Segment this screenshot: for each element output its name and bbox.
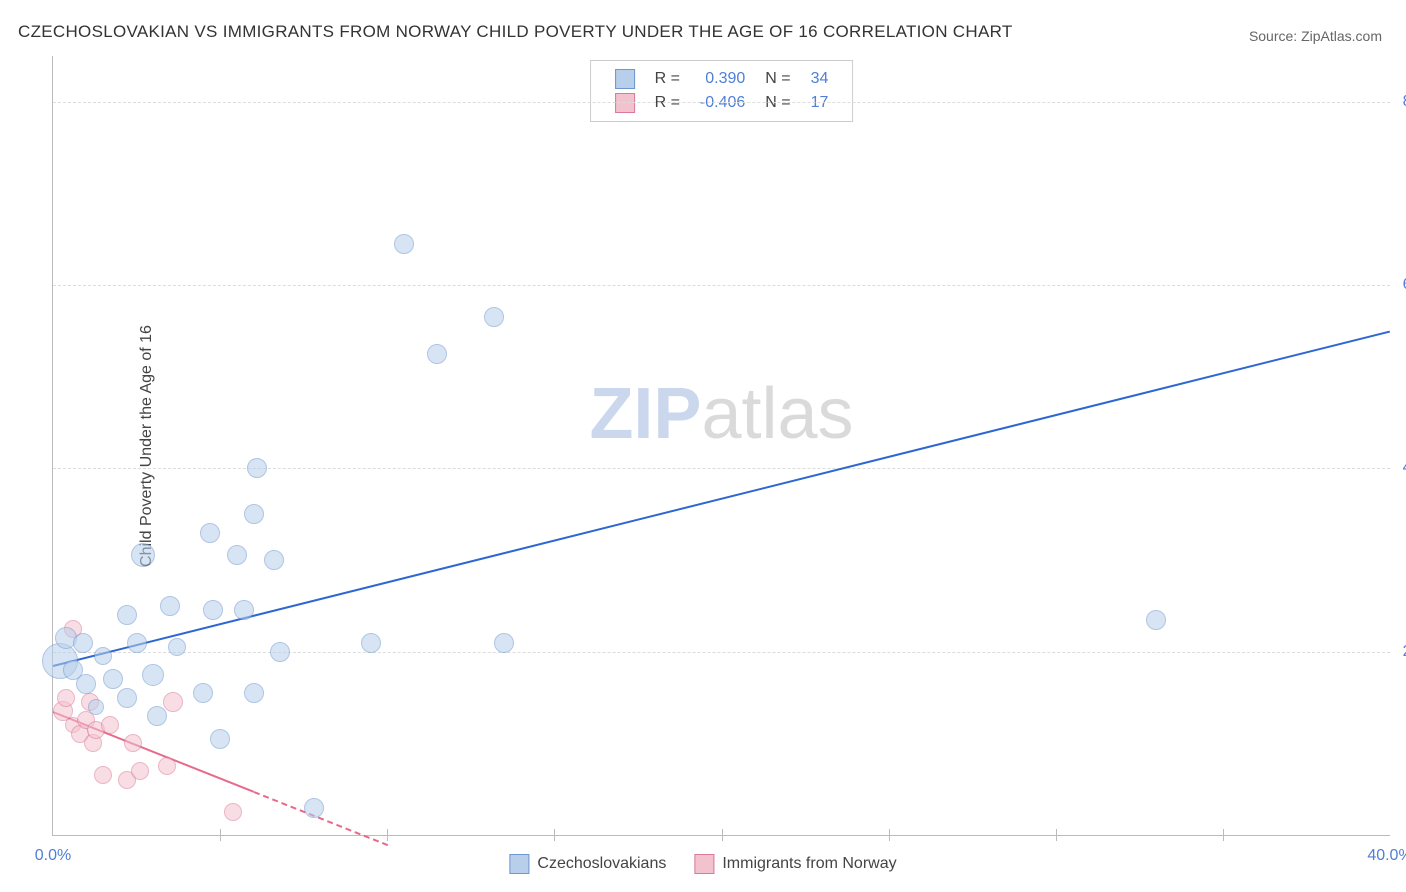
y-tick-label: 40.0%	[1403, 459, 1406, 477]
trend-line	[53, 331, 1390, 667]
data-point	[76, 674, 96, 694]
data-point	[101, 716, 119, 734]
source-prefix: Source:	[1249, 28, 1301, 44]
data-point	[88, 699, 104, 715]
data-point	[117, 605, 137, 625]
data-point	[427, 344, 447, 364]
data-point	[131, 762, 149, 780]
gridline-h	[53, 285, 1390, 286]
plot-area: ZIPatlas R = 0.390 N = 34 R = -0.406 N =…	[52, 56, 1390, 836]
data-point	[142, 664, 164, 686]
stat-r-label: R =	[645, 67, 690, 91]
x-tick	[220, 829, 221, 841]
stat-n-label: N =	[755, 67, 800, 91]
legend-label-0: Czechoslovakians	[537, 855, 666, 873]
data-point	[200, 523, 220, 543]
x-tick	[722, 829, 723, 841]
x-tick	[1056, 829, 1057, 841]
stat-r-value-0: 0.390	[690, 67, 755, 91]
data-point	[210, 729, 230, 749]
data-point	[57, 689, 75, 707]
x-tick	[387, 829, 388, 841]
y-tick-label: 80.0%	[1403, 93, 1406, 111]
gridline-h	[53, 652, 1390, 653]
legend-swatch-0	[509, 854, 529, 874]
stat-n-value-1: 17	[801, 91, 839, 115]
data-point	[163, 692, 183, 712]
bottom-legend: Czechoslovakians Immigrants from Norway	[509, 854, 896, 874]
legend-label-1: Immigrants from Norway	[722, 855, 896, 873]
stat-r-label: R =	[645, 91, 690, 115]
x-tick	[554, 829, 555, 841]
data-point	[264, 550, 284, 570]
watermark-atlas: atlas	[701, 374, 853, 454]
data-point	[73, 633, 93, 653]
stat-n-value-0: 34	[801, 67, 839, 91]
data-point	[244, 504, 264, 524]
legend-entry-1: Immigrants from Norway	[694, 854, 896, 874]
data-point	[103, 669, 123, 689]
legend-entry-0: Czechoslovakians	[509, 854, 666, 874]
y-tick-label: 60.0%	[1403, 276, 1406, 294]
x-tick	[1223, 829, 1224, 841]
x-tick-label: 40.0%	[1367, 847, 1406, 865]
stat-r-value-1: -0.406	[690, 91, 755, 115]
data-point	[117, 688, 137, 708]
data-point	[270, 642, 290, 662]
gridline-h	[53, 102, 1390, 103]
data-point	[227, 545, 247, 565]
data-point	[247, 458, 267, 478]
swatch-series-0	[615, 69, 635, 89]
y-tick-label: 20.0%	[1403, 643, 1406, 661]
source-link[interactable]: ZipAtlas.com	[1301, 28, 1382, 44]
data-point	[394, 234, 414, 254]
data-point	[94, 647, 112, 665]
data-point	[224, 803, 242, 821]
source-attribution: Source: ZipAtlas.com	[1249, 28, 1382, 44]
data-point	[484, 307, 504, 327]
data-point	[361, 633, 381, 653]
data-point	[1146, 610, 1166, 630]
x-tick-label: 0.0%	[35, 847, 71, 865]
stats-row-series-0: R = 0.390 N = 34	[605, 67, 839, 91]
data-point	[203, 600, 223, 620]
data-point	[494, 633, 514, 653]
watermark: ZIPatlas	[589, 373, 853, 455]
data-point	[94, 766, 112, 784]
data-point	[304, 798, 324, 818]
data-point	[131, 543, 155, 567]
swatch-series-1	[615, 93, 635, 113]
data-point	[160, 596, 180, 616]
data-point	[158, 757, 176, 775]
chart-title: CZECHOSLOVAKIAN VS IMMIGRANTS FROM NORWA…	[18, 22, 1013, 42]
data-point	[234, 600, 254, 620]
stats-row-series-1: R = -0.406 N = 17	[605, 91, 839, 115]
stats-legend: R = 0.390 N = 34 R = -0.406 N = 17	[590, 60, 854, 122]
data-point	[147, 706, 167, 726]
data-point	[193, 683, 213, 703]
stat-n-label: N =	[755, 91, 800, 115]
watermark-zip: ZIP	[589, 374, 701, 454]
data-point	[244, 683, 264, 703]
data-point	[127, 633, 147, 653]
data-point	[124, 734, 142, 752]
data-point	[168, 638, 186, 656]
x-tick	[889, 829, 890, 841]
legend-swatch-1	[694, 854, 714, 874]
